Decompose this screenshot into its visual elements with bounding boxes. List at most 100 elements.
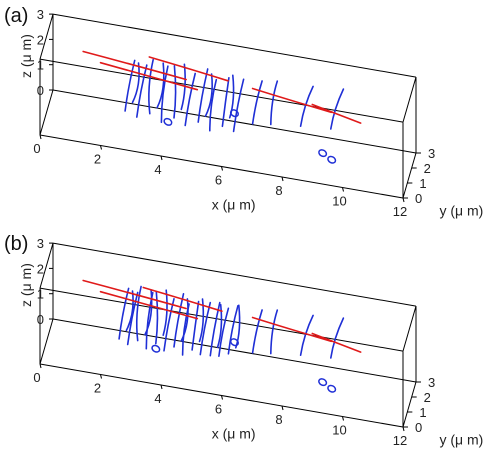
x-tick-mark bbox=[342, 187, 344, 192]
axis-box-edge bbox=[52, 242, 417, 307]
blue-filament-line bbox=[299, 85, 314, 127]
x-tick-mark bbox=[281, 176, 284, 182]
x-tick-mark bbox=[39, 134, 42, 140]
red-filament-line bbox=[99, 61, 199, 91]
x-tick-mark bbox=[402, 197, 405, 203]
red-filament-line bbox=[311, 332, 362, 353]
y-axis-label: y (μ m) bbox=[439, 432, 483, 448]
x-tick-mark bbox=[281, 405, 284, 411]
blue-filament-line bbox=[228, 74, 235, 119]
blue-filament-line bbox=[160, 65, 169, 124]
x-tick-mark bbox=[160, 155, 163, 161]
y-tick-label: 1 bbox=[419, 405, 426, 420]
blue-filament-line bbox=[173, 65, 177, 119]
red-filament-line bbox=[82, 50, 187, 81]
blue-filament-line bbox=[209, 301, 221, 357]
y-tick-label: 1 bbox=[419, 176, 426, 191]
blue-filament-line bbox=[126, 291, 139, 346]
blue-filament-line bbox=[216, 303, 223, 348]
panel-label: (a) bbox=[4, 5, 28, 27]
blue-filament-line bbox=[131, 62, 140, 104]
y-tick-label: 2 bbox=[424, 161, 431, 176]
y-axis-label: y (μ m) bbox=[439, 203, 483, 219]
x-tick-label: 6 bbox=[215, 402, 222, 417]
x-axis-label: x (μ m) bbox=[212, 426, 256, 442]
x-tick-label: 0 bbox=[33, 141, 40, 156]
blue-filament-line bbox=[330, 317, 345, 359]
blue-filament-line bbox=[184, 72, 196, 127]
blue-loop-marker bbox=[318, 149, 328, 158]
axis-box-edge bbox=[39, 58, 404, 123]
blue-filament-line bbox=[191, 300, 200, 351]
blue-loop-marker bbox=[327, 155, 337, 164]
z-tick-label: 1 bbox=[37, 58, 44, 73]
blue-filament-line bbox=[218, 307, 230, 357]
red-filament-line bbox=[251, 87, 333, 114]
blue-filament-line bbox=[209, 78, 218, 132]
x-tick-label: 0 bbox=[33, 370, 40, 385]
z-tick-label: 0 bbox=[37, 312, 44, 327]
axis-box-edge bbox=[52, 318, 417, 383]
x-tick-mark bbox=[100, 145, 102, 150]
x-tick-mark bbox=[342, 416, 344, 421]
x-tick-label: 12 bbox=[393, 433, 407, 448]
y-tick-label: 3 bbox=[428, 146, 435, 161]
x-tick-mark bbox=[402, 426, 405, 432]
z-tick-label: 3 bbox=[37, 7, 44, 22]
blue-filament-line bbox=[148, 58, 154, 115]
blue-loop-marker bbox=[318, 378, 328, 387]
blue-filament-line bbox=[251, 309, 263, 354]
x-tick-label: 8 bbox=[275, 412, 282, 427]
blue-filament-line bbox=[221, 77, 230, 128]
blue-filament-line bbox=[162, 289, 168, 336]
red-filament-line bbox=[142, 286, 223, 312]
red-filament-line bbox=[148, 56, 229, 82]
z-tick-label: 1 bbox=[37, 287, 44, 302]
y-tick-label: 2 bbox=[424, 390, 431, 405]
z-tick-label: 2 bbox=[37, 261, 44, 276]
blue-filament-line bbox=[136, 64, 148, 118]
x-tick-label: 4 bbox=[154, 162, 161, 177]
blue-filament-line bbox=[198, 298, 205, 343]
x-tick-label: 8 bbox=[275, 183, 282, 198]
z-tick-label: 2 bbox=[37, 32, 44, 47]
panel-label: (b) bbox=[4, 233, 28, 255]
y-tick-label: 0 bbox=[415, 191, 422, 206]
blue-loop-marker bbox=[327, 384, 337, 393]
z-tick-label: 0 bbox=[37, 83, 44, 98]
x-tick-mark bbox=[100, 374, 102, 379]
red-filament-line bbox=[251, 316, 333, 343]
blue-loop-marker bbox=[229, 109, 240, 118]
y-tick-label: 0 bbox=[415, 420, 422, 435]
axis-box-edge bbox=[402, 76, 417, 123]
axis-box-edge bbox=[52, 13, 417, 78]
blue-filament-line bbox=[180, 298, 189, 342]
x-tick-mark bbox=[39, 363, 42, 369]
axis-box-edge bbox=[402, 152, 417, 199]
x-tick-label: 2 bbox=[94, 152, 101, 167]
x-tick-label: 2 bbox=[94, 381, 101, 396]
blue-filament-line bbox=[180, 63, 186, 111]
x-tick-label: 12 bbox=[393, 204, 407, 219]
blue-filament-line bbox=[270, 309, 279, 355]
z-axis-label: z (μ m) bbox=[18, 263, 34, 307]
blue-filament-line bbox=[299, 314, 314, 356]
x-tick-mark bbox=[160, 384, 163, 390]
x-tick-label: 4 bbox=[154, 391, 161, 406]
blue-filament-line bbox=[144, 289, 153, 336]
blue-filament-line bbox=[204, 73, 213, 117]
x-tick-mark bbox=[221, 395, 223, 400]
axis-box-edge bbox=[39, 242, 54, 289]
blue-filament-line bbox=[125, 290, 134, 332]
blue-loop-marker bbox=[229, 338, 240, 347]
z-axis-label: z (μ m) bbox=[18, 34, 34, 78]
blue-filament-line bbox=[251, 80, 263, 125]
blue-filament-line bbox=[232, 78, 245, 133]
blue-filament-line bbox=[156, 62, 165, 109]
x-tick-label: 6 bbox=[215, 173, 222, 188]
blue-filament-line bbox=[135, 285, 142, 342]
x-tick-label: 10 bbox=[332, 423, 346, 438]
axis-box-edge bbox=[39, 13, 54, 60]
